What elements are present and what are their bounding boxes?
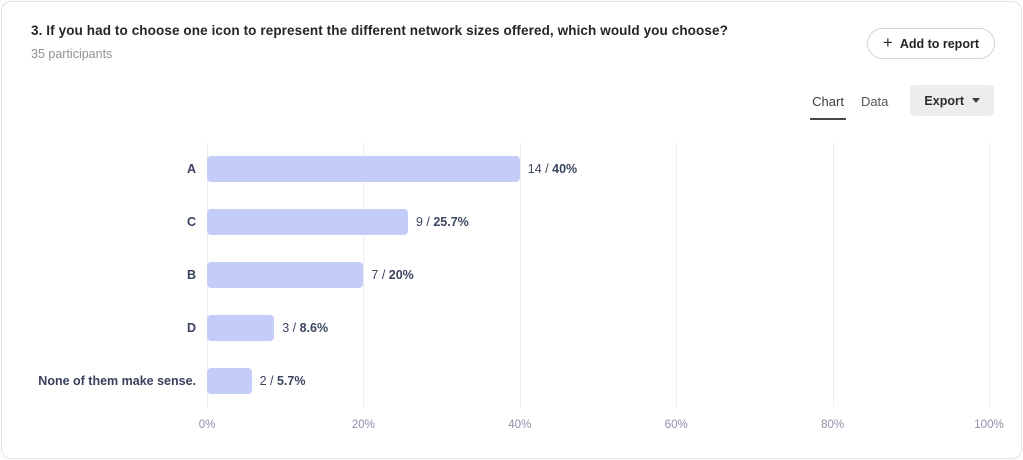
category-label: B [186, 267, 196, 282]
chart-row: A 14 / 40% [187, 143, 989, 196]
chart-row: D 3 / 8.6% [187, 301, 989, 354]
value-label: 3 / 8.6% [282, 321, 328, 335]
value-percent: 25.7% [433, 215, 469, 230]
tab-data-label: Data [860, 94, 889, 109]
gridline-100 [989, 143, 990, 407]
value-count: 3 / [282, 320, 300, 335]
chart-row: B 7 / 20% [187, 249, 989, 302]
add-to-report-label: Add to report [899, 36, 979, 51]
value-count: 2 / [259, 373, 277, 388]
gridline-80 [832, 143, 834, 407]
value-count: 7 / [371, 267, 389, 282]
gridline-20 [363, 143, 365, 407]
chart-row: None of them make sense. 2 / 5.7% [38, 354, 989, 407]
x-tick-label: 80% [821, 419, 845, 431]
value-label: 7 / 20% [371, 268, 413, 282]
category-label: None of them make sense. [38, 373, 196, 388]
question-title: 3. If you had to choose one icon to repr… [31, 23, 728, 38]
gridline-60 [676, 143, 678, 407]
value-count: 14 / [527, 162, 553, 177]
bar [207, 261, 364, 288]
chart-toolbar: Chart Data Export [810, 85, 994, 121]
export-button[interactable]: Export [910, 85, 994, 116]
bar [207, 367, 252, 394]
bar [207, 156, 520, 183]
category-label: D [186, 320, 196, 335]
bar-chart: A 14 / 40% C 9 / 25.7% B 7 / 20% D 3 / 8… [38, 143, 990, 407]
tab-data[interactable]: Data [859, 85, 890, 120]
chart-row: C 9 / 25.7% [187, 196, 989, 249]
value-label: 14 / 40% [528, 162, 577, 176]
x-tick-label: 40% [508, 419, 532, 431]
participant-count: 35 participants [31, 47, 113, 61]
export-label: Export [924, 93, 964, 108]
value-percent: 40% [552, 162, 578, 177]
chart-rows: A 14 / 40% C 9 / 25.7% B 7 / 20% D 3 / 8… [38, 143, 989, 407]
gridline-40 [519, 143, 521, 407]
value-percent: 20% [388, 267, 414, 282]
x-tick-label: 100% [974, 419, 1004, 431]
chevron-down-icon [972, 98, 980, 103]
value-label: 2 / 5.7% [260, 374, 306, 388]
category-label: C [186, 215, 196, 230]
add-to-report-button[interactable]: + Add to report [866, 28, 995, 59]
x-axis: 0% 20% 40% 60% 80% 100% [199, 419, 1004, 435]
bar [207, 209, 408, 236]
plus-icon: + [882, 33, 893, 52]
category-label: A [186, 162, 196, 177]
value-label: 9 / 25.7% [416, 215, 469, 229]
tab-chart-label: Chart [812, 94, 844, 109]
x-tick-label: 60% [664, 419, 688, 431]
bar [207, 314, 275, 341]
value-percent: 5.7% [276, 373, 306, 388]
x-tick-label: 0% [198, 419, 216, 431]
tab-chart[interactable]: Chart [810, 85, 846, 120]
value-count: 9 / [415, 215, 434, 230]
value-percent: 8.6% [299, 320, 329, 335]
x-tick-label: 20% [351, 419, 375, 431]
